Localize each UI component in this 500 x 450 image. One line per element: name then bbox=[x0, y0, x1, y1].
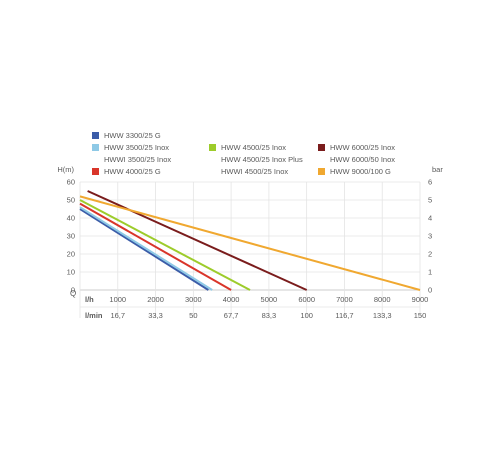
y-tick-label: 0 bbox=[71, 286, 75, 295]
legend-sublabel: HWW 4500/25 Inox Plus bbox=[221, 155, 303, 164]
legend-swatch-hww-3300 bbox=[92, 132, 99, 139]
bar-tick-label: 6 bbox=[428, 178, 432, 187]
legend-item-hww-3300-25-g: HWW 3300/25 G bbox=[92, 131, 161, 140]
x-tick-label: 83,3 bbox=[262, 311, 277, 320]
x-tick-label: 116,7 bbox=[335, 311, 353, 320]
bar-tick-label: 3 bbox=[428, 232, 432, 241]
legend-label: HWW 6000/25 Inox bbox=[330, 143, 396, 152]
x-tick-label: 100 bbox=[300, 311, 313, 320]
legend-swatch-hww-4500 bbox=[209, 144, 216, 151]
y-tick-label: 40 bbox=[67, 214, 75, 223]
x-tick-label: 9000 bbox=[412, 295, 429, 304]
legend-swatch-hww-4000 bbox=[92, 168, 99, 175]
legend-swatch-hww-9000 bbox=[318, 168, 325, 175]
legend-swatch-hww-3500 bbox=[92, 144, 99, 151]
series-line-hww-3300-25-g bbox=[79, 208, 209, 291]
legend-label: HWW 9000/100 G bbox=[330, 167, 391, 176]
x-tick-label: 3000 bbox=[185, 295, 202, 304]
y-tick-label: 60 bbox=[67, 178, 75, 187]
series-line-hww-4500-25-inox bbox=[79, 199, 251, 291]
legend-label: HWW 4000/25 G bbox=[104, 167, 161, 176]
x-tick-label: 5000 bbox=[261, 295, 278, 304]
x-tick-label: 50 bbox=[189, 311, 197, 320]
y-tick-label: 20 bbox=[67, 250, 75, 259]
x-tick-label: 67,7 bbox=[224, 311, 239, 320]
legend-sublabel: HWWI 4500/25 Inox bbox=[221, 167, 289, 176]
legend-sublabel: HWWI 3500/25 Inox bbox=[104, 155, 172, 164]
legend-label: HWW 3300/25 G bbox=[104, 131, 161, 140]
legend-item-hww-4500-25-inox: HWW 4500/25 Inox bbox=[209, 143, 286, 152]
x-tick-label: 8000 bbox=[374, 295, 391, 304]
y-tick-label: 50 bbox=[67, 196, 75, 205]
series-line-hww-9000-100-g bbox=[79, 195, 421, 291]
x-tick-label: 33,3 bbox=[148, 311, 163, 320]
x-tick-label: 1000 bbox=[109, 295, 126, 304]
bar-tick-label: 0 bbox=[428, 286, 432, 295]
x-tick-label: 2000 bbox=[147, 295, 164, 304]
x-tick-label: 7000 bbox=[336, 295, 353, 304]
x-axis-symbol: Q bbox=[70, 289, 76, 298]
x-tick-label: 4000 bbox=[223, 295, 240, 304]
series-line-hww-4000-25-g bbox=[79, 202, 232, 291]
legend-item-hww-6000-25-inox: HWW 6000/25 Inox bbox=[318, 143, 395, 152]
bar-tick-label: 1 bbox=[428, 268, 432, 277]
bar-tick-label: 2 bbox=[428, 250, 432, 259]
legend-label: HWW 3500/25 Inox bbox=[104, 143, 170, 152]
x-unit-label: l/min bbox=[85, 311, 103, 320]
series-line-hww-3500-25-inox bbox=[79, 206, 213, 291]
y-axis-title: H(m) bbox=[57, 165, 74, 174]
legend-swatch-hww-6000 bbox=[318, 144, 325, 151]
legend-sublabel: HWW 6000/50 Inox bbox=[330, 155, 396, 164]
y-tick-label: 30 bbox=[67, 232, 75, 241]
y-tick-label: 10 bbox=[67, 268, 75, 277]
x-tick-label: 150 bbox=[414, 311, 427, 320]
bar-tick-label: 5 bbox=[428, 196, 432, 205]
legend-item-hww-3500-25-inox: HWW 3500/25 Inox bbox=[92, 143, 169, 152]
x-tick-label: 16,7 bbox=[110, 311, 125, 320]
x-tick-label: 6000 bbox=[298, 295, 315, 304]
x-unit-label: l/h bbox=[85, 295, 94, 304]
bar-axis-title: bar bbox=[432, 165, 443, 174]
bar-tick-label: 4 bbox=[428, 214, 432, 223]
legend-item-hww-9000-100-g: HWW 9000/100 G bbox=[318, 167, 391, 176]
legend-item-hww-4000-25-g: HWW 4000/25 G bbox=[92, 167, 161, 176]
x-tick-label: 133,3 bbox=[373, 311, 392, 320]
legend-label: HWW 4500/25 Inox bbox=[221, 143, 287, 152]
series-line-hww-6000-25-inox bbox=[87, 190, 308, 291]
